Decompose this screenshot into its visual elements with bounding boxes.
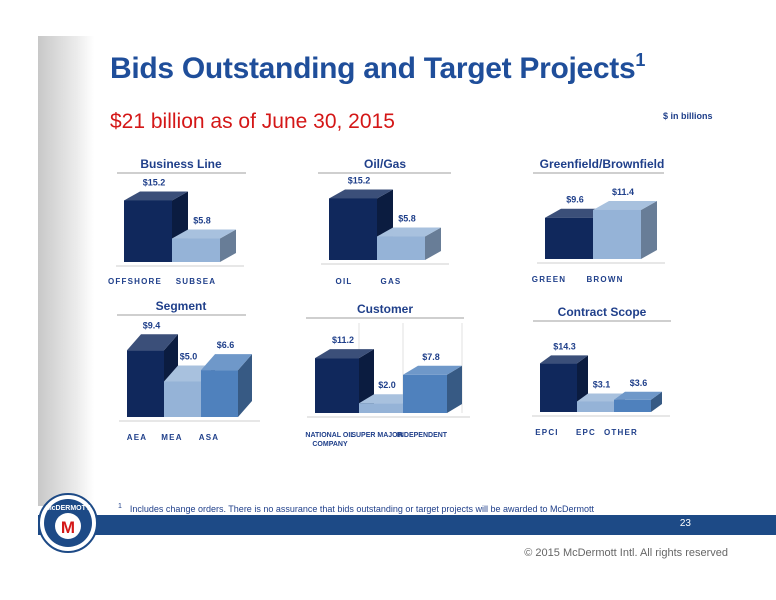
- bar-top-contract-scope-other: [614, 391, 662, 400]
- bar-top-contract-scope-epci: [540, 355, 588, 364]
- category-label-contract-scope-epci: EPCI: [535, 428, 558, 437]
- logo-wordmark: McDERMOTT: [46, 505, 91, 512]
- bar-top-business-line-subsea: [172, 229, 236, 239]
- slide-subtitle: $21 billion as of June 30, 2015: [110, 110, 395, 133]
- bar-side-business-line-subsea: [220, 229, 236, 262]
- slide-title: Bids Outstanding and Target Projects1: [110, 50, 646, 85]
- bar-top-contract-scope-epc: [577, 393, 625, 402]
- bar-contract-scope-epc: [577, 401, 614, 412]
- bar-top-business-line-offshore: [124, 191, 188, 201]
- bar-customer-national-oil-company: [315, 358, 359, 413]
- chart-title-oil-gas: Oil/Gas: [364, 157, 406, 171]
- bar-side-greenfield-brownfield-brown: [641, 200, 657, 259]
- bar-business-line-offshore: [124, 200, 172, 262]
- value-label-segment-asa: $6.6: [217, 340, 235, 350]
- bar-side-contract-scope-other: [651, 391, 662, 412]
- bar-segment-mea: [164, 381, 201, 417]
- value-label-contract-scope-epc: $3.1: [593, 379, 611, 389]
- value-label-greenfield-brownfield-brown: $11.4: [612, 187, 634, 197]
- bar-top-oil-gas-oil: [329, 189, 393, 199]
- chart-title-business-line: Business Line: [140, 157, 222, 171]
- category-label-customer-national-oil-company-1: COMPANY: [312, 441, 348, 448]
- copyright: © 2015 McDermott Intl. All rights reserv…: [524, 547, 728, 559]
- category-label-greenfield-brownfield-green: GREEN: [532, 275, 566, 284]
- bar-side-segment-asa: [238, 354, 252, 417]
- bar-segment-aea: [127, 350, 164, 417]
- category-label-customer-super-major-0: SUPER MAJOR: [351, 432, 402, 439]
- bar-top-customer-national-oil-company: [315, 349, 374, 359]
- chart-title-segment: Segment: [156, 299, 207, 313]
- category-label-segment-asa: ASA: [199, 433, 220, 442]
- bar-side-oil-gas-gas: [425, 227, 441, 260]
- bar-greenfield-brownfield-green: [545, 217, 593, 259]
- bar-oil-gas-oil: [329, 198, 377, 260]
- chart-title-contract-scope: Contract Scope: [558, 305, 647, 319]
- logo-letter: M: [61, 518, 75, 537]
- category-label-greenfield-brownfield-brown: BROWN: [586, 275, 623, 284]
- category-label-contract-scope-epc: EPC: [576, 428, 596, 437]
- value-label-customer-independent: $7.8: [422, 352, 440, 362]
- logo-inner-circle: [55, 513, 81, 539]
- chart-title-greenfield-brownfield: Greenfield/Brownfield: [540, 157, 665, 171]
- value-label-business-line-subsea: $5.8: [193, 216, 211, 226]
- mcdermott-logo: McDERMOTT M: [38, 493, 98, 553]
- chart-title-customer: Customer: [357, 302, 413, 316]
- bar-oil-gas-gas: [377, 236, 425, 260]
- category-label-oil-gas-gas: GAS: [381, 277, 402, 286]
- category-label-contract-scope-other: OTHER: [604, 428, 638, 437]
- category-label-segment-mea: MEA: [161, 433, 182, 442]
- left-gradient-bar: [38, 36, 94, 506]
- bar-customer-independent: [403, 374, 447, 413]
- bar-top-segment-aea: [127, 334, 178, 351]
- bar-top-oil-gas-gas: [377, 227, 441, 237]
- bar-contract-scope-other: [614, 399, 651, 412]
- category-label-customer-national-oil-company-0: NATIONAL OIL: [305, 432, 355, 439]
- category-label-business-line-offshore: OFFSHORE: [108, 277, 162, 286]
- category-label-oil-gas-oil: OIL: [336, 277, 353, 286]
- value-label-business-line-offshore: $15.2: [143, 177, 166, 187]
- value-label-customer-national-oil-company: $11.2: [332, 335, 354, 345]
- category-label-segment-aea: AEA: [127, 433, 148, 442]
- title-footnote-marker: 1: [635, 50, 646, 70]
- bar-top-segment-asa: [201, 354, 252, 371]
- bar-top-customer-independent: [403, 365, 462, 375]
- units-note: $ in billions: [663, 111, 713, 121]
- value-label-segment-mea: $5.0: [180, 352, 198, 362]
- bar-top-greenfield-brownfield-brown: [593, 200, 657, 210]
- bar-segment-asa: [201, 370, 238, 417]
- category-label-customer-independent-0: INDEPENDENT: [397, 432, 448, 439]
- bar-greenfield-brownfield-brown: [593, 209, 641, 259]
- footnote-text: Includes change orders. There is no assu…: [129, 504, 594, 514]
- footnote-marker: 1: [118, 503, 122, 510]
- bar-contract-scope-epci: [540, 363, 577, 412]
- page-number: 23: [679, 518, 691, 529]
- value-label-segment-aea: $9.4: [143, 320, 161, 330]
- bar-side-customer-independent: [447, 365, 462, 413]
- footnote: 1 Includes change orders. There is no ass…: [118, 503, 594, 514]
- category-label-business-line-subsea: SUBSEA: [176, 277, 217, 286]
- value-label-customer-super-major: $2.0: [378, 380, 396, 390]
- bar-business-line-subsea: [172, 238, 220, 262]
- value-label-oil-gas-oil: $15.2: [348, 175, 371, 185]
- value-label-oil-gas-gas: $5.8: [398, 214, 416, 224]
- footer-band: [38, 515, 776, 535]
- value-label-contract-scope-epci: $14.3: [553, 341, 576, 351]
- bar-customer-super-major: [359, 403, 403, 413]
- value-label-greenfield-brownfield-green: $9.6: [566, 195, 584, 205]
- value-label-contract-scope-other: $3.6: [630, 378, 648, 388]
